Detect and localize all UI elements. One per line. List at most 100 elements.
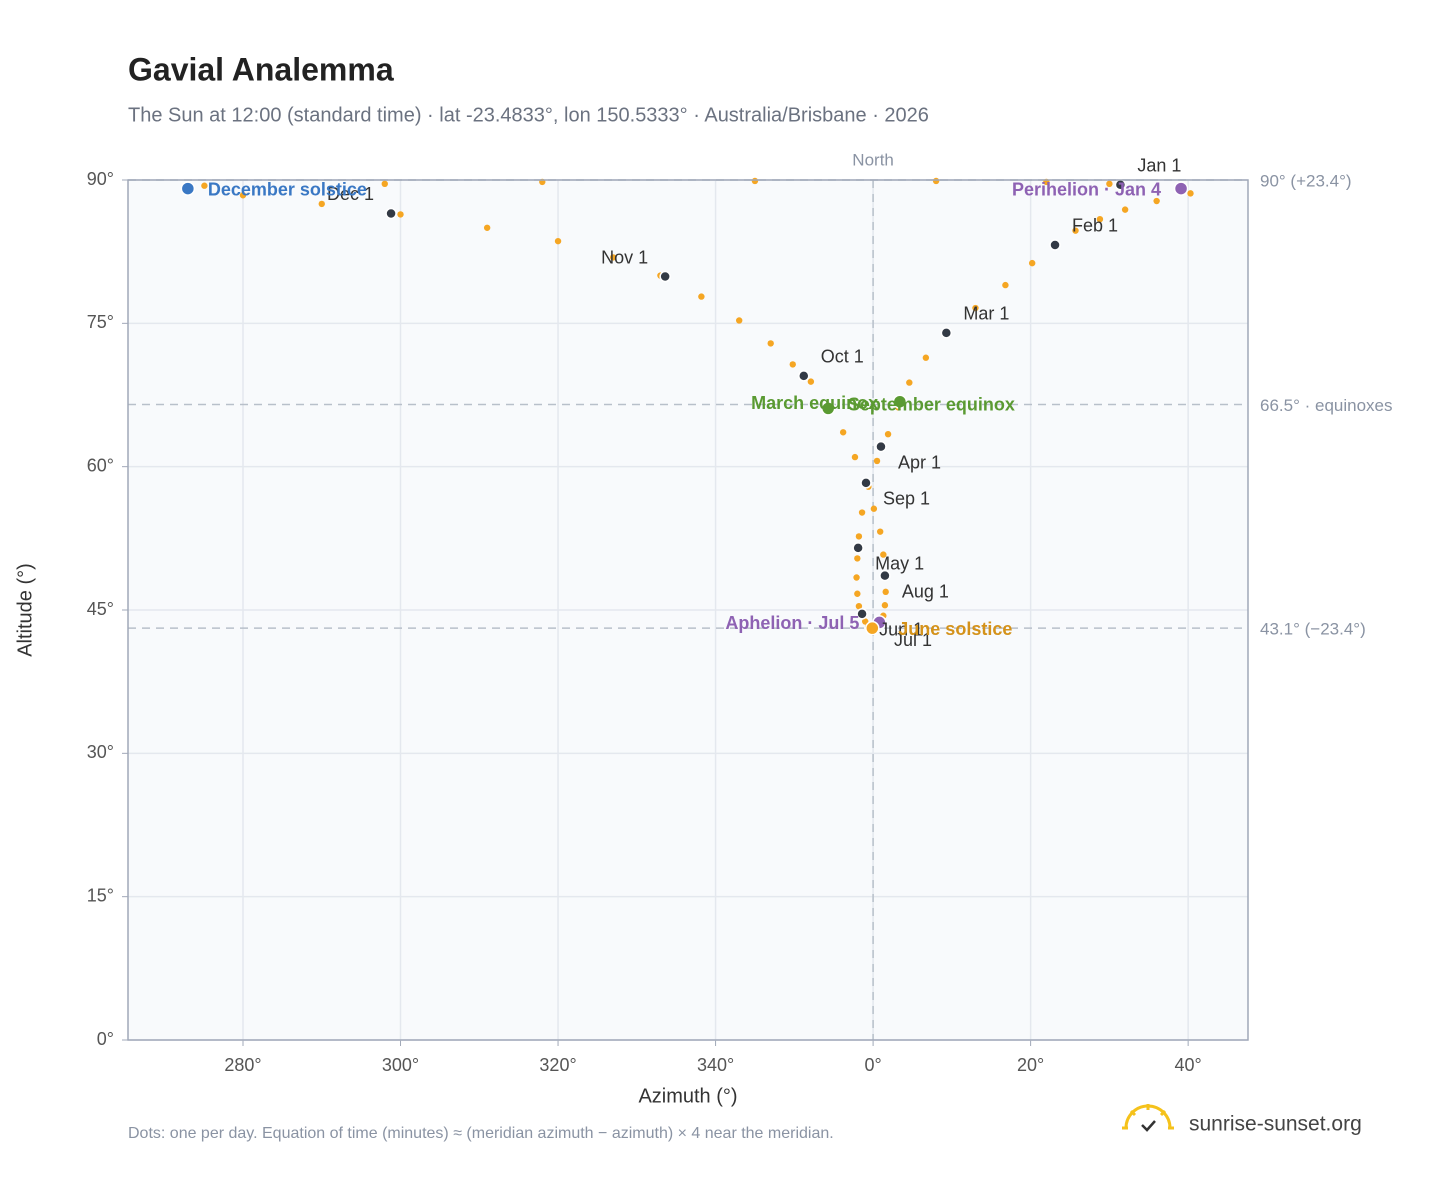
x-axis-title: Azimuth (°) [638,1085,737,1107]
meridian-label: North [852,150,894,169]
x-tick-label: 280° [224,1055,261,1075]
month-label: Aug 1 [902,581,949,601]
daily-dot [854,555,861,562]
daily-dot [609,254,617,261]
event-label: March equinox [751,393,878,413]
daily-dot [906,379,913,386]
month-label: Jan 1 [1137,156,1181,176]
daily-dot [839,429,847,436]
daily-dot [318,200,325,208]
daily-dot [1028,259,1036,267]
month-marker [385,207,397,220]
daily-dot [870,505,878,512]
reference-label: 66.5° · equinoxes [1260,396,1393,415]
month-label: Dec 1 [327,184,374,204]
daily-dot [735,317,743,324]
daily-dot [483,224,491,231]
month-marker [860,477,872,489]
daily-dot [554,237,562,245]
month-marker [875,440,887,453]
brand-name: sunrise-sunset.org [1189,1113,1362,1136]
y-tick-label: 15° [87,885,114,905]
event-label: Perihelion · Jan 4 [1012,179,1161,199]
daily-dot [855,533,863,540]
daily-dot [884,430,892,438]
event-label: Aphelion · Jul 5 [725,613,859,633]
month-marker [879,569,891,582]
daily-dot [698,293,705,300]
x-tick-label: 40° [1175,1055,1202,1075]
daily-dot [1096,215,1104,223]
daily-dot [851,453,859,461]
event-marker [180,181,196,196]
event-marker [865,620,880,636]
daily-dot [873,457,881,465]
y-tick-label: 75° [87,312,114,332]
daily-dot [882,588,889,596]
x-tick-label: 340° [697,1055,734,1075]
y-tick-label: 30° [87,742,114,762]
daily-dot [853,574,860,581]
daily-dot [876,528,884,535]
event-marker [820,401,836,416]
daily-dot [201,182,208,189]
month-label: Nov 1 [601,247,648,267]
y-tick-label: 90° [87,169,114,189]
month-label: Feb 1 [1072,216,1118,236]
chart-title: Gavial Analemma [128,51,394,87]
chart-subtitle: The Sun at 12:00 (standard time) · lat -… [128,104,929,126]
x-tick-label: 20° [1017,1055,1044,1075]
footnote: Dots: one per day. Equation of time (min… [128,1125,834,1142]
month-label: Oct 1 [821,347,864,367]
month-label: Sep 1 [883,489,930,509]
x-tick-label: 320° [539,1055,576,1075]
daily-dot [922,354,930,361]
daily-dot [767,340,774,347]
daily-dot [1153,197,1160,205]
month-marker [940,327,953,339]
month-marker [1049,239,1061,251]
daily-dot [1187,190,1194,197]
daily-dot [239,192,247,199]
daily-dot [1002,281,1009,289]
x-tick-label: 300° [382,1055,419,1075]
daily-dot [855,602,863,610]
reference-label: 90° (+23.4°) [1260,171,1352,190]
daily-dot [858,509,866,516]
event-label: December solstice [208,179,367,199]
daily-dot [381,180,388,188]
event-label: September equinox [848,394,1015,414]
daily-dot [1072,227,1079,234]
daily-dot [972,304,979,312]
daily-dot [807,378,815,385]
month-label: May 1 [875,554,924,574]
daily-dot [881,602,889,609]
daily-dot [751,177,759,185]
month-marker [798,370,810,382]
y-tick-label: 45° [87,599,114,619]
daily-dot [397,211,404,218]
daily-dot [932,177,940,185]
event-marker [1173,181,1189,196]
daily-dot [1106,180,1113,188]
y-tick-label: 0° [97,1029,114,1049]
month-label: Jun 1 [879,620,923,640]
month-label: Jul 1 [894,630,932,650]
plot-border [127,179,1249,1041]
event-label: June solstice [898,619,1012,639]
month-label: Mar 1 [963,304,1009,324]
daily-dot [854,590,861,597]
month-marker [856,608,868,620]
x-tick-label: 0° [864,1055,881,1075]
event-marker [892,394,908,409]
daily-dot [880,551,887,558]
y-tick-label: 60° [87,455,114,475]
month-marker [659,270,671,283]
reference-label: 43.1° (−23.4°) [1260,620,1366,639]
y-axis-title: Altitude (°) [14,563,36,657]
brand-logo [1122,1104,1174,1132]
month-marker [852,542,864,554]
month-label: Apr 1 [898,452,941,472]
